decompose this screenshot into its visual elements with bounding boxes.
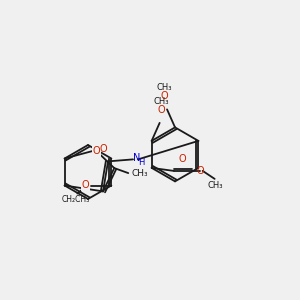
Text: O: O <box>93 146 101 156</box>
Text: CH₂CH₃: CH₂CH₃ <box>61 196 89 205</box>
Text: CH₃: CH₃ <box>156 83 172 92</box>
Text: O: O <box>99 144 107 154</box>
Text: CH₃: CH₃ <box>208 181 224 190</box>
Text: O: O <box>179 154 187 164</box>
Text: CH₃: CH₃ <box>131 169 148 178</box>
Text: H: H <box>138 158 144 167</box>
Text: O: O <box>158 105 166 115</box>
Text: O: O <box>160 92 168 101</box>
Text: O: O <box>197 166 204 176</box>
Text: CH₃: CH₃ <box>154 97 170 106</box>
Text: O: O <box>82 181 89 190</box>
Text: N: N <box>133 153 141 164</box>
